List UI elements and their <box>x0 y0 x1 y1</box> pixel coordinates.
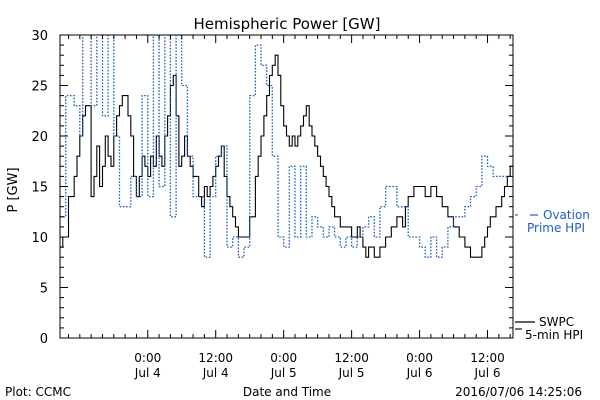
footer-right: 2016/07/06 14:25:06 <box>455 385 582 399</box>
y-tick-label: 10 <box>31 231 48 246</box>
y-tick-label: 5 <box>40 282 48 297</box>
y-tick-label: 25 <box>31 80 48 95</box>
chart-title: Hemispheric Power [GW] <box>194 15 381 33</box>
series-line-ovation <box>60 35 513 258</box>
y-tick-label: 15 <box>31 181 48 196</box>
legend-swpc-label-2: 5-min HPI <box>525 328 583 342</box>
x-tick-label-date: Jul 4 <box>134 366 161 380</box>
x-tick-label-time: 12:00 <box>198 351 233 365</box>
y-tick-label: 0 <box>40 332 48 347</box>
x-tick-label-time: 12:00 <box>334 351 369 365</box>
x-axis-label: Date and Time <box>243 385 331 399</box>
y-axis-label: P [GW] <box>6 167 21 212</box>
legend-ovation-label-2: Prime HPI <box>527 221 585 235</box>
x-tick-label-time: 12:00 <box>470 351 505 365</box>
legend-ovation-label-1: Ovation <box>543 208 590 222</box>
x-tick-label-date: Jul 6 <box>474 366 501 380</box>
x-tick-label-time: 0:00 <box>270 351 297 365</box>
x-tick-label-time: 0:00 <box>406 351 433 365</box>
x-tick-label-time: 0:00 <box>134 351 161 365</box>
y-tick-label: 30 <box>31 29 48 44</box>
series-group <box>60 35 513 258</box>
x-tick-label-date: Jul 4 <box>202 366 229 380</box>
y-tick-label: 20 <box>31 130 48 145</box>
x-tick-label-date: Jul 5 <box>270 366 297 380</box>
x-tick-label-date: Jul 6 <box>406 366 433 380</box>
footer-left: Plot: CCMC <box>5 385 71 399</box>
legend-swpc-label-1: SWPC <box>539 315 574 329</box>
plot-frame <box>59 34 514 339</box>
series-line-swpc <box>60 54 513 258</box>
x-tick-label-date: Jul 5 <box>338 366 365 380</box>
